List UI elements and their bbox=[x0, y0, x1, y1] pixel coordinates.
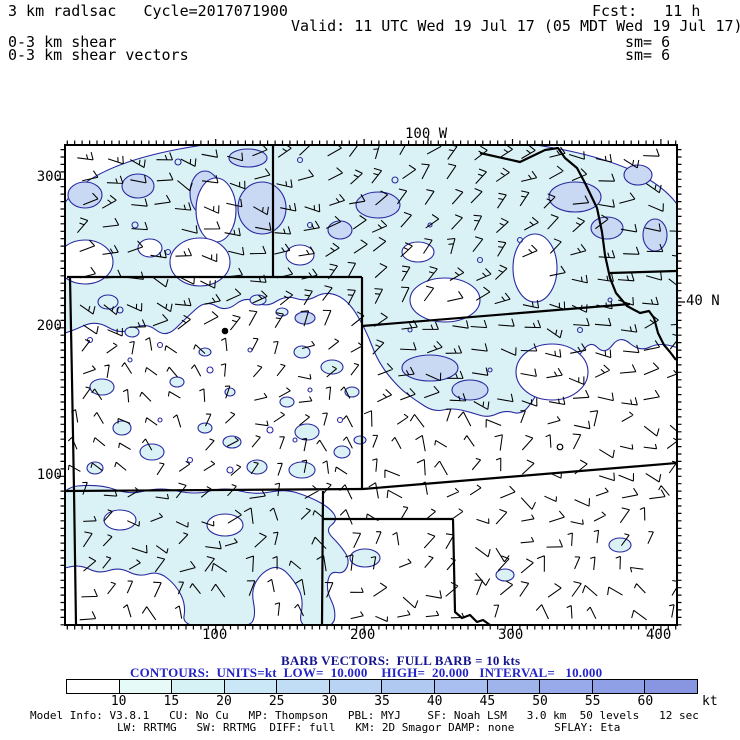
barb-legend: BARB VECTORS: FULL BARB = 10 kts bbox=[281, 653, 521, 668]
colorbar-cell bbox=[592, 680, 646, 693]
y-tick-200: 200 bbox=[36, 318, 62, 334]
colorbar-cell bbox=[645, 680, 697, 693]
colorbar-cell bbox=[487, 680, 541, 693]
smoothing-2: sm= 6 bbox=[625, 46, 671, 64]
product-title: 3 km radlsac Cycle=2017071900 bbox=[8, 2, 288, 20]
axis-label-100w: 100 W bbox=[405, 126, 448, 142]
colorbar-cell bbox=[329, 680, 383, 693]
model-info-line1: Model Info: V3.8.1 CU: No Cu MP: Thompso… bbox=[30, 709, 699, 722]
colorbar-tick-label: 60 bbox=[637, 694, 654, 709]
valid-time: Valid: 11 UTC Wed 19 Jul 17 (05 MDT Wed … bbox=[291, 17, 740, 35]
colorbar-tick-label: 55 bbox=[584, 694, 601, 709]
smoothing-1: sm= 6 bbox=[625, 33, 671, 51]
colorbar-tick-label: 40 bbox=[426, 694, 443, 709]
colorbar-cell bbox=[435, 680, 488, 693]
colorbar bbox=[66, 679, 698, 694]
forecast-hour: Fcst: 11 h bbox=[592, 2, 701, 20]
colorbar-tick-label: 10 bbox=[110, 694, 127, 709]
colorbar-cell bbox=[277, 680, 330, 693]
x-tick-100: 100 bbox=[202, 627, 228, 643]
model-info-line2: LW: RRTMG SW: RRTMG DIFF: full KM: 2D Sm… bbox=[117, 721, 621, 734]
x-tick-300: 300 bbox=[498, 627, 524, 643]
field-label-vectors: 0-3 km shear vectors bbox=[8, 46, 189, 64]
colorbar-cell bbox=[172, 680, 225, 693]
colorbar-tick-label: 50 bbox=[532, 694, 548, 709]
colorbar-unit: kt bbox=[702, 694, 718, 709]
colorbar-cell bbox=[224, 680, 278, 693]
y-tick-100: 100 bbox=[36, 467, 62, 483]
colorbar-tick-label: 25 bbox=[268, 694, 285, 709]
colorbar-tick-label: 20 bbox=[216, 694, 232, 709]
colorbar-tick-label: 30 bbox=[321, 694, 338, 709]
x-tick-200: 200 bbox=[350, 627, 376, 643]
y-tick-300: 300 bbox=[36, 169, 62, 185]
x-tick-400: 400 bbox=[646, 627, 672, 643]
field-label-shear: 0-3 km shear bbox=[8, 33, 117, 51]
colorbar-cell bbox=[540, 680, 593, 693]
contour-legend: CONTOURS: UNITS=kt LOW= 10.000 HIGH= 20.… bbox=[130, 665, 603, 680]
colorbar-cell bbox=[67, 680, 120, 693]
colorbar-tick-label: 35 bbox=[374, 694, 390, 709]
colorbar-cell bbox=[119, 680, 173, 693]
axis-label-40n: 40 N bbox=[686, 293, 720, 309]
colorbar-cell bbox=[382, 680, 436, 693]
colorbar-tick-label: 45 bbox=[479, 694, 496, 709]
colorbar-tick-label: 15 bbox=[163, 694, 180, 709]
